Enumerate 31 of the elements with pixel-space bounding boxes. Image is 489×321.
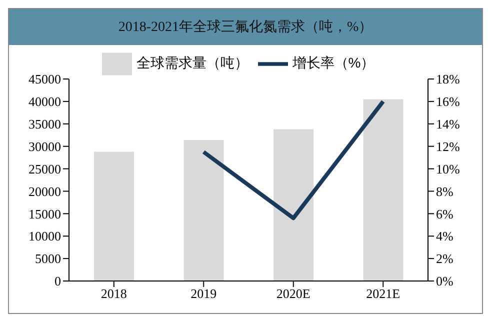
y-tick-label: 30000 — [28, 138, 61, 154]
y2-tick-label: 8% — [436, 184, 454, 199]
y-tick-label: 5000 — [35, 251, 61, 266]
y-tick-label: 40000 — [28, 94, 61, 110]
y2-tick-label: 6% — [436, 206, 454, 222]
y2-tick-label: 4% — [436, 228, 454, 244]
x-tick-label: 2021E — [366, 286, 400, 302]
y-tick-label: 25000 — [28, 161, 61, 176]
y2-tick-label: 16% — [436, 94, 460, 110]
bar — [94, 152, 134, 281]
y-tick-label: 35000 — [28, 116, 61, 132]
x-tick-label: 2019 — [190, 286, 217, 302]
y-tick-label: 20000 — [28, 184, 61, 199]
bar — [184, 140, 224, 281]
y2-tick-label: 18% — [436, 72, 460, 87]
y-tick-label: 0 — [54, 274, 61, 289]
chart-title: 2018-2021年全球三氟化氮需求（吨，%） — [9, 9, 482, 45]
x-tick-label: 2020E — [276, 286, 310, 302]
x-tick-label: 2018 — [100, 286, 127, 302]
y2-tick-label: 10% — [436, 161, 460, 176]
y-tick-label: 45000 — [28, 72, 61, 87]
y2-tick-label: 14% — [436, 116, 460, 132]
legend-label: 增长率（%） — [292, 54, 375, 71]
bar — [274, 129, 314, 281]
bar — [363, 99, 404, 281]
y-tick-label: 10000 — [28, 228, 61, 244]
y-tick-label: 15000 — [28, 206, 61, 222]
y2-tick-label: 2% — [436, 251, 454, 266]
y2-tick-label: 12% — [436, 138, 460, 154]
y2-tick-label: 0% — [436, 274, 454, 289]
legend-label: 全球需求量（吨） — [136, 54, 248, 71]
